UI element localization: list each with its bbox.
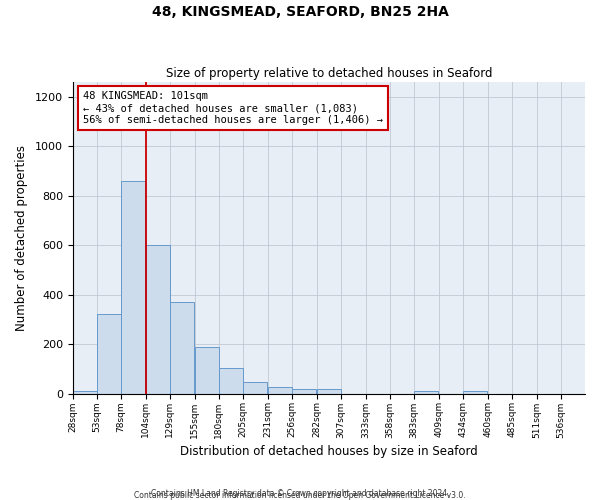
Bar (73, 391, 97, 394)
Bar (121, 181, 145, 394)
Y-axis label: Number of detached properties: Number of detached properties (15, 145, 28, 331)
Bar (219, 368, 243, 394)
Text: Contains HM Land Registry data © Crown copyright and database right 2024.: Contains HM Land Registry data © Crown c… (151, 488, 449, 498)
Text: Contains public sector information licensed under the Open Government Licence v3: Contains public sector information licen… (134, 491, 466, 500)
Bar (317, 388, 341, 394)
Text: 48, KINGSMEAD, SEAFORD, BN25 2HA: 48, KINGSMEAD, SEAFORD, BN25 2HA (152, 5, 448, 19)
Title: Size of property relative to detached houses in Seaford: Size of property relative to detached ho… (166, 66, 492, 80)
Bar (146, 245, 170, 394)
Bar (97, 314, 121, 394)
Bar (463, 391, 487, 394)
Bar (243, 382, 267, 394)
X-axis label: Distribution of detached houses by size in Seaford: Distribution of detached houses by size … (180, 444, 478, 458)
Bar (414, 391, 438, 394)
Text: 48 KINGSMEAD: 101sqm
← 43% of detached houses are smaller (1,083)
56% of semi-de: 48 KINGSMEAD: 101sqm ← 43% of detached h… (83, 92, 383, 124)
Bar (170, 302, 194, 394)
Bar (268, 388, 292, 394)
Bar (292, 388, 316, 394)
Bar (195, 346, 219, 394)
